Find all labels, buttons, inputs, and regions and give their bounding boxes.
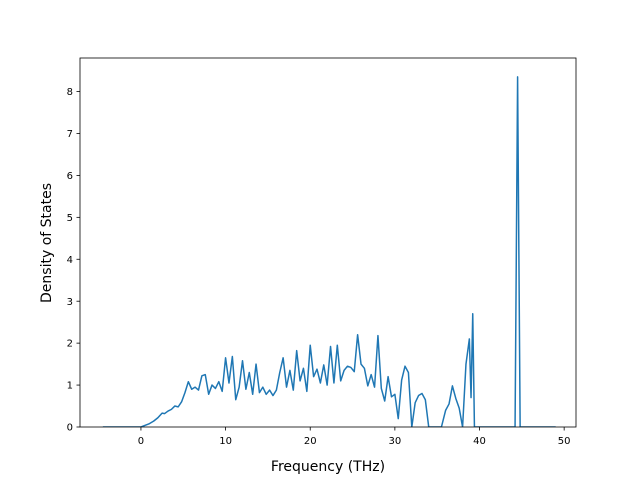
x-tick-label: 40 xyxy=(473,436,486,447)
x-axis-label: Frequency (THz) xyxy=(271,459,385,475)
y-tick-label: 8 xyxy=(67,87,73,98)
y-tick-label: 2 xyxy=(67,339,73,350)
y-tick-label: 6 xyxy=(67,171,73,182)
x-tick-label: 0 xyxy=(138,436,144,447)
axes-frame xyxy=(79,57,577,428)
y-tick-label: 0 xyxy=(67,423,73,434)
y-tick-label: 5 xyxy=(67,213,73,224)
x-axis-ticks: 0 10 20 30 40 50 xyxy=(138,427,571,447)
x-tick-label: 20 xyxy=(304,436,317,447)
x-tick-label: 10 xyxy=(219,436,232,447)
plot-area xyxy=(79,57,577,428)
y-tick-label: 4 xyxy=(67,255,73,266)
x-tick-label: 30 xyxy=(388,436,401,447)
dos-series-line xyxy=(102,76,556,427)
y-tick-label: 3 xyxy=(67,297,73,308)
y-axis-ticks: 0 1 2 3 4 5 6 7 8 xyxy=(67,87,80,434)
y-tick-label: 7 xyxy=(67,129,73,140)
y-axis-label: Density of States xyxy=(39,183,55,303)
y-tick-label: 1 xyxy=(67,381,73,392)
x-tick-label: 50 xyxy=(558,436,571,447)
